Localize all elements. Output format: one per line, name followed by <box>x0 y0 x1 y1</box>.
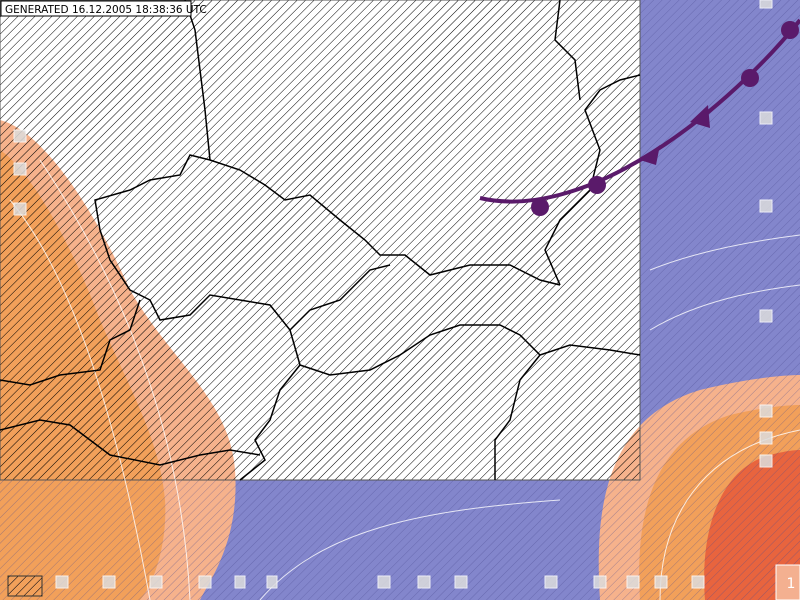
timestamp-box <box>0 0 192 17</box>
station-markers <box>13 0 773 589</box>
borders <box>0 0 641 481</box>
timestamp: GENERATED 16.12.2005 18:38:36 UTC <box>5 4 207 16</box>
domain-frame <box>0 0 641 481</box>
corner-box <box>775 564 800 600</box>
hatched-area <box>0 0 640 480</box>
legend-icon <box>7 575 43 597</box>
isolines <box>9 159 800 600</box>
corner-label: 1 <box>787 576 796 592</box>
front-symbols <box>531 21 799 216</box>
